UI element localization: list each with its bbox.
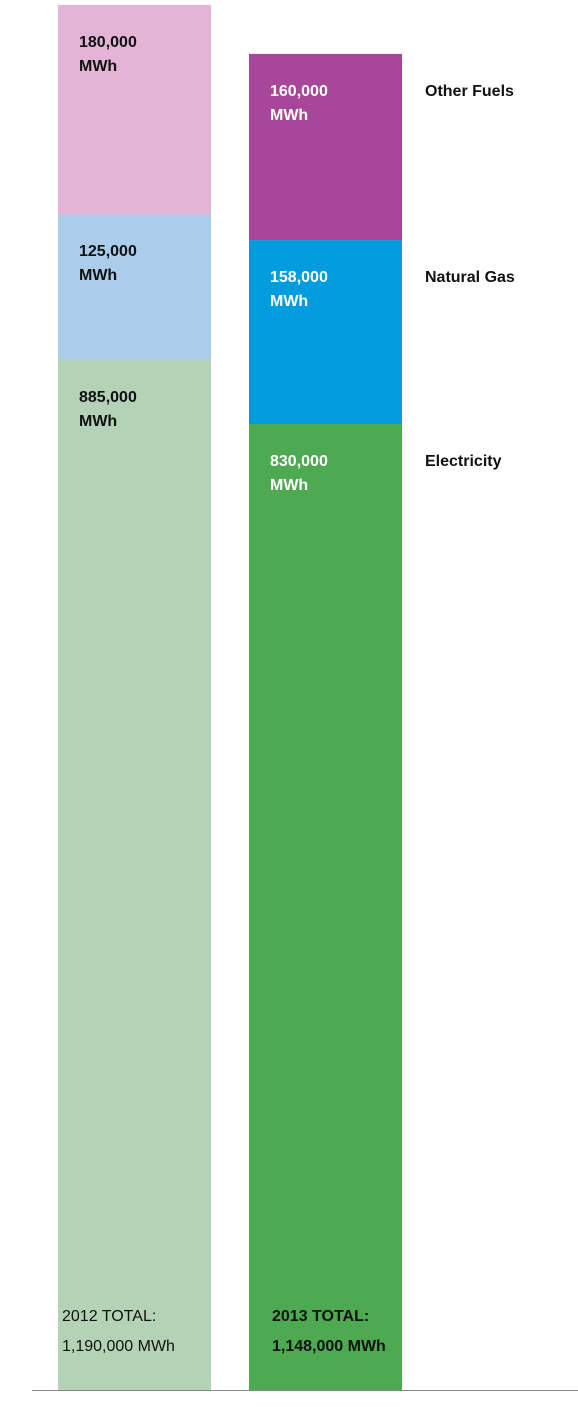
series-label-electricity: Electricity	[425, 452, 502, 470]
value-label-number: 180,000	[79, 34, 137, 51]
value-label-unit: MWh	[270, 476, 309, 494]
total-2013-line1: 2013 TOTAL:	[272, 1308, 370, 1325]
bar-2012-electricity	[58, 359, 211, 1390]
bar-2012-natural-gas	[58, 214, 211, 360]
series-label-natural-gas: Natural Gas	[425, 269, 515, 287]
bar-2012-other-fuels	[58, 5, 211, 215]
value-label-2013-electricity: 830,000 MWh	[270, 450, 328, 498]
value-label-number: 885,000	[79, 388, 137, 406]
value-label-2013-other-fuels: 160,000 MWh	[270, 80, 328, 128]
value-label-2012-other-fuels: 180,000 MWh	[79, 31, 137, 79]
value-label-unit: MWh	[270, 293, 309, 311]
total-2012-line1: 2012 TOTAL:	[62, 1308, 157, 1325]
value-label-number: 830,000	[270, 452, 328, 470]
total-2012-label: 2012 TOTAL: 1,190,000 MWh	[62, 1302, 175, 1362]
value-label-unit: MWh	[79, 412, 118, 430]
value-label-unit: MWh	[270, 106, 309, 124]
total-2013-label: 2013 TOTAL: 1,148,000 MWh	[272, 1302, 386, 1362]
value-label-number: 158,000	[270, 269, 328, 287]
bar-2013-other-fuels	[249, 53, 402, 241]
value-label-2012-electricity: 885,000 MWh	[79, 386, 137, 434]
bar-2013-electricity	[249, 423, 402, 1391]
value-label-number: 160,000	[270, 82, 328, 100]
value-label-2013-natural-gas: 158,000 MWh	[270, 266, 328, 314]
value-label-number: 125,000	[79, 243, 137, 261]
value-label-unit: MWh	[79, 58, 118, 75]
total-2013-line2: 1,148,000 MWh	[272, 1338, 386, 1355]
bar-2013-natural-gas	[249, 240, 402, 424]
value-label-unit: MWh	[79, 267, 118, 285]
value-label-2012-natural-gas: 125,000 MWh	[79, 240, 137, 288]
series-label-other-fuels: Other Fuels	[425, 82, 514, 100]
total-2012-line2: 1,190,000 MWh	[62, 1338, 175, 1355]
